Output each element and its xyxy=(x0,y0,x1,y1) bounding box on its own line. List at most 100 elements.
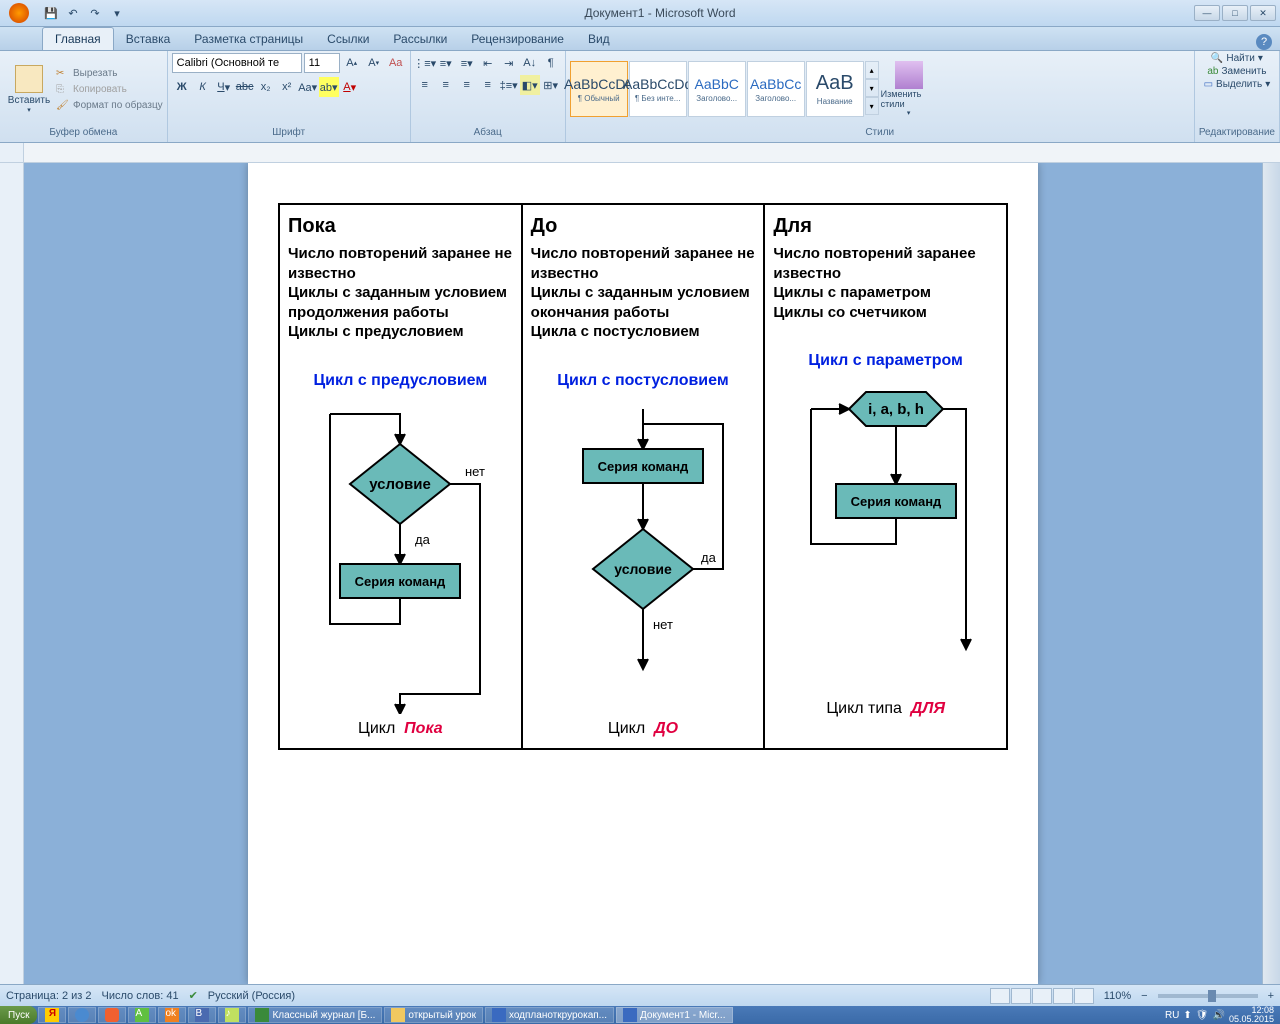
cell-dlya: Для Число повторений заранее известно Ци… xyxy=(764,204,1007,749)
tb-ie[interactable] xyxy=(68,1007,96,1023)
style-normal[interactable]: AaBbCcDd¶ Обычный xyxy=(570,61,628,117)
tb-excel[interactable]: Классный журнал [Б... xyxy=(248,1007,382,1023)
vertical-scrollbar[interactable] xyxy=(1262,163,1280,984)
title-bar: 💾 ↶ ↷ ▾ Документ1 - Microsoft Word — □ ✕ xyxy=(0,0,1280,27)
clear-format-button[interactable]: Aa xyxy=(386,53,406,73)
style-nospacing[interactable]: AaBbCcDd¶ Без инте... xyxy=(629,61,687,117)
group-label-font: Шрифт xyxy=(172,125,406,140)
sort-button[interactable]: A↓ xyxy=(520,53,540,73)
bold-button[interactable]: Ж xyxy=(172,77,192,97)
undo-icon[interactable]: ↶ xyxy=(64,4,82,22)
find-button[interactable]: 🔍Найти▾ xyxy=(1211,53,1263,64)
align-center-button[interactable]: ≡ xyxy=(436,75,456,95)
borders-button[interactable]: ⊞▾ xyxy=(541,75,561,95)
flowchart-precondition: условие нет да Серия команд xyxy=(288,404,513,714)
save-icon[interactable]: 💾 xyxy=(42,4,60,22)
redo-icon[interactable]: ↷ xyxy=(86,4,104,22)
strike-button[interactable]: abc xyxy=(235,77,255,97)
tab-mailings[interactable]: Рассылки xyxy=(381,28,459,50)
close-button[interactable]: ✕ xyxy=(1250,5,1276,21)
indent-dec-button[interactable]: ⇤ xyxy=(478,53,498,73)
view-buttons[interactable] xyxy=(990,988,1094,1004)
shrink-font-button[interactable]: A▾ xyxy=(364,53,384,73)
bullets-button[interactable]: ⋮≡▾ xyxy=(415,53,435,73)
zoom-in-button[interactable]: + xyxy=(1268,990,1274,1002)
underline-button[interactable]: Ч▾ xyxy=(214,77,234,97)
tray-lang[interactable]: RU xyxy=(1165,1010,1179,1021)
flowchart-parameter: i, a, b, h Серия команд xyxy=(773,384,998,694)
tb-app4[interactable]: B xyxy=(188,1007,216,1023)
numbering-button[interactable]: ≡▾ xyxy=(436,53,456,73)
vertical-ruler[interactable] xyxy=(0,163,24,984)
page[interactable]: Пока Число повторений заранее не известн… xyxy=(248,163,1038,984)
indent-inc-button[interactable]: ⇥ xyxy=(499,53,519,73)
tb-yandex[interactable]: Я xyxy=(38,1007,66,1023)
highlight-button[interactable]: ab▾ xyxy=(319,77,339,97)
office-button[interactable] xyxy=(0,0,38,27)
font-color-button[interactable]: A▾ xyxy=(340,77,360,97)
copy-button[interactable]: ⎘Копировать xyxy=(56,82,163,96)
tb-app1[interactable] xyxy=(98,1007,126,1023)
qat-more-icon[interactable]: ▾ xyxy=(108,4,126,22)
superscript-button[interactable]: x² xyxy=(277,77,297,97)
show-marks-button[interactable]: ¶ xyxy=(541,53,561,73)
change-styles-button[interactable]: Изменить стили▾ xyxy=(881,61,937,117)
tray-icon[interactable]: 🔊 xyxy=(1213,1010,1225,1021)
tray-clock[interactable]: 12:0805.05.2015 xyxy=(1229,1006,1274,1024)
tb-word1[interactable]: ходпланоткрурокап... xyxy=(485,1007,614,1023)
tb-app3[interactable]: ok xyxy=(158,1007,186,1023)
change-case-button[interactable]: Aa▾ xyxy=(298,77,318,97)
maximize-button[interactable]: □ xyxy=(1222,5,1248,21)
shading-button[interactable]: ◧▾ xyxy=(520,75,540,95)
styles-more[interactable]: ▴▾▾ xyxy=(865,61,879,117)
change-styles-icon xyxy=(895,61,923,89)
tab-view[interactable]: Вид xyxy=(576,28,622,50)
multilevel-button[interactable]: ≡▾ xyxy=(457,53,477,73)
status-proof-icon[interactable]: ✔ xyxy=(189,989,198,1002)
start-button[interactable]: Пуск xyxy=(0,1006,37,1024)
paste-button[interactable]: Вставить ▾ xyxy=(4,54,54,124)
svg-text:условие: условие xyxy=(614,561,672,577)
font-name-combo[interactable]: Calibri (Основной те xyxy=(172,53,302,73)
replace-button[interactable]: abЗаменить xyxy=(1207,66,1266,77)
tb-app2[interactable]: A xyxy=(128,1007,156,1023)
italic-button[interactable]: К xyxy=(193,77,213,97)
tab-review[interactable]: Рецензирование xyxy=(459,28,576,50)
style-heading1[interactable]: AaBbCЗаголово... xyxy=(688,61,746,117)
align-right-button[interactable]: ≡ xyxy=(457,75,477,95)
line-spacing-button[interactable]: ‡≡▾ xyxy=(499,75,519,95)
tab-home[interactable]: Главная xyxy=(42,27,114,50)
zoom-value[interactable]: 110% xyxy=(1104,990,1131,1002)
minimize-button[interactable]: — xyxy=(1194,5,1220,21)
status-page[interactable]: Страница: 2 из 2 xyxy=(6,990,92,1002)
style-title[interactable]: AaBНазвание xyxy=(806,61,864,117)
tab-layout[interactable]: Разметка страницы xyxy=(182,28,315,50)
font-size-combo[interactable]: 11 xyxy=(304,53,340,73)
format-painter-button[interactable]: 🖌Формат по образцу xyxy=(56,98,163,112)
justify-button[interactable]: ≡ xyxy=(478,75,498,95)
status-language[interactable]: Русский (Россия) xyxy=(208,990,295,1002)
ribbon-tabs: Главная Вставка Разметка страницы Ссылки… xyxy=(0,27,1280,51)
help-icon[interactable]: ? xyxy=(1256,34,1272,50)
cut-button[interactable]: ✂Вырезать xyxy=(56,66,163,80)
grow-font-button[interactable]: A▴ xyxy=(342,53,362,73)
tb-folder[interactable]: открытый урок xyxy=(384,1007,483,1023)
svg-text:i, a, b, h: i, a, b, h xyxy=(868,401,924,418)
tab-insert[interactable]: Вставка xyxy=(114,28,183,50)
select-button[interactable]: ▭Выделить▾ xyxy=(1204,79,1271,90)
status-words[interactable]: Число слов: 41 xyxy=(102,990,179,1002)
zoom-out-button[interactable]: − xyxy=(1141,990,1147,1002)
group-label-clipboard: Буфер обмена xyxy=(4,125,163,140)
tray-icon[interactable]: 🛡 xyxy=(1196,1010,1209,1021)
style-heading2[interactable]: AaBbCcЗаголово... xyxy=(747,61,805,117)
zoom-slider[interactable] xyxy=(1158,994,1258,998)
horizontal-ruler[interactable] xyxy=(0,143,1280,163)
group-label-paragraph: Абзац xyxy=(415,125,561,140)
group-label-styles: Стили xyxy=(570,125,1190,140)
subscript-button[interactable]: x₂ xyxy=(256,77,276,97)
tb-app5[interactable]: ♪ xyxy=(218,1007,246,1023)
tray-icon[interactable]: ⬆ xyxy=(1183,1010,1191,1021)
tb-word2[interactable]: Документ1 - Micr... xyxy=(616,1007,732,1023)
tab-references[interactable]: Ссылки xyxy=(315,28,381,50)
align-left-button[interactable]: ≡ xyxy=(415,75,435,95)
